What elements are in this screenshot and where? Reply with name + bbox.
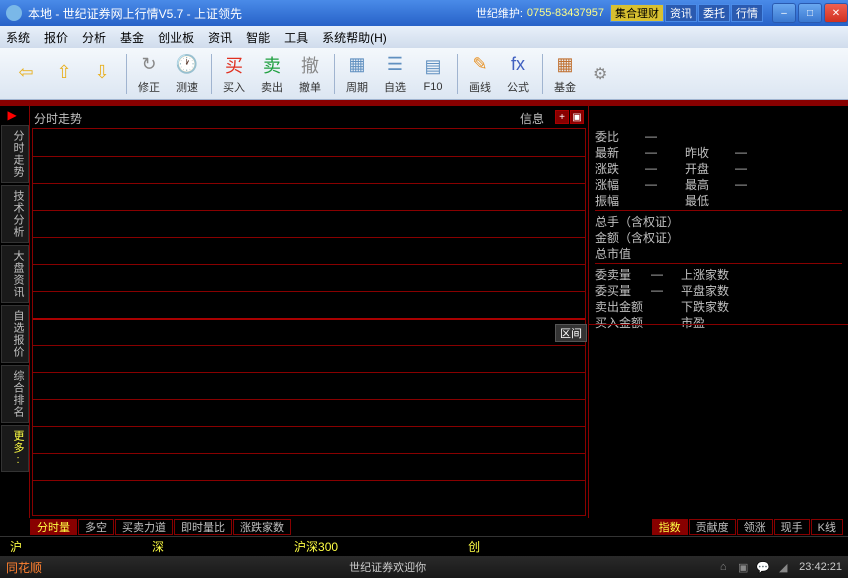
tab-weituo[interactable]: 委托 (698, 4, 730, 22)
bottom-tabs: 分时量 多空 买卖力道 即时量比 涨跌家数 指数 贡献度 领涨 现手 K线 (0, 518, 848, 536)
gear-icon[interactable]: ⚙ (593, 64, 613, 84)
menu-quote[interactable]: 报价 (44, 29, 68, 46)
toolbar-自选[interactable]: ☰自选 (377, 51, 413, 97)
market-shen[interactable]: 深 (152, 538, 164, 555)
sidetab-rank[interactable]: 综合排名 (1, 365, 29, 423)
rtab-kline[interactable]: K线 (811, 519, 843, 535)
stat-row: 委卖量—上涨家数 (595, 266, 842, 282)
toolbar-撤单[interactable]: 撤撤单 (292, 51, 328, 97)
support-label: 世纪维护: (476, 5, 523, 21)
close-button[interactable]: ✕ (824, 3, 848, 23)
tab-zixun[interactable]: 资讯 (665, 4, 697, 22)
toolbar-画线[interactable]: ✎画线 (462, 51, 498, 97)
stat-row: 最新—昨收— (595, 144, 842, 160)
chart-area: 分时走势 信息 + ▣ (30, 106, 588, 518)
status-chat-icon[interactable]: 💬 (755, 559, 771, 575)
menubar: 系统 报价 分析 基金 创业板 资讯 智能 工具 系统帮助(H) (0, 26, 848, 48)
clock: 23:42:21 (799, 561, 842, 573)
menu-smart[interactable]: 智能 (246, 29, 270, 46)
stat-row: 总手（含权证） (595, 213, 842, 229)
menu-tools[interactable]: 工具 (284, 29, 308, 46)
menu-fund[interactable]: 基金 (120, 29, 144, 46)
btab-fenshiliang[interactable]: 分时量 (30, 519, 77, 535)
menu-gem[interactable]: 创业板 (158, 29, 194, 46)
status-welcome: 世纪证券欢迎你 (62, 559, 713, 575)
statusbar: 同花顺 世纪证券欢迎你 ⌂ ▣ 💬 ◢ 23:42:21 (0, 556, 848, 578)
right-panel-lower (589, 324, 848, 518)
markets-bar: 沪 深 沪深300 创 (0, 536, 848, 556)
rtab-index[interactable]: 指数 (652, 519, 688, 535)
titlebar: 本地 - 世纪证券网上行情V5.7 - 上证领先 世纪维护: 0755-8343… (0, 0, 848, 26)
stat-row: 委比— (595, 128, 842, 144)
toolbar-公式[interactable]: fx公式 (500, 51, 536, 97)
info-label: 信息 (520, 110, 544, 127)
sidetab-more[interactable]: 更多: (1, 425, 29, 472)
sidebar: ▶ 分时走势 技术分析 大盘资讯 自选报价 综合排名 更多: (0, 106, 30, 518)
btab-duokong[interactable]: 多空 (78, 519, 114, 535)
qujian-label[interactable]: 区间 (555, 324, 587, 342)
stat-row: 涨跌—开盘— (595, 160, 842, 176)
toolbar-周期[interactable]: ▦周期 (339, 51, 375, 97)
rtab-hand[interactable]: 现手 (774, 519, 810, 535)
toolbar-买入[interactable]: 买买入 (216, 51, 252, 97)
support-phone: 0755-83437957 (527, 7, 604, 19)
stat-row: 卖出金额下跌家数 (595, 298, 842, 314)
menu-news[interactable]: 资讯 (208, 29, 232, 46)
app-logo (6, 5, 22, 21)
stat-row: 振幅最低 (595, 192, 842, 208)
rtab-contrib[interactable]: 贡献度 (689, 519, 736, 535)
market-chuang[interactable]: 创 (468, 538, 480, 555)
toolbar-测速[interactable]: 🕐测速 (169, 51, 205, 97)
btab-maimai[interactable]: 买卖力道 (115, 519, 173, 535)
toolbar-⇩[interactable]: ⇩ (84, 51, 120, 97)
rtab-lead[interactable]: 领涨 (737, 519, 773, 535)
status-screen-icon[interactable]: ▣ (735, 559, 751, 575)
stat-row: 涨幅—最高— (595, 176, 842, 192)
toolbar-F10[interactable]: ▤F10 (415, 51, 451, 97)
maximize-button[interactable]: □ (798, 3, 822, 23)
info-expand-icon[interactable]: ▣ (570, 110, 584, 124)
toolbar-基金[interactable]: ▦基金 (547, 51, 583, 97)
tab-jihe[interactable]: 集合理财 (610, 4, 664, 22)
btab-zhangdie[interactable]: 涨跌家数 (233, 519, 291, 535)
toolbar: ⇦⇧⇩ ↻修正🕐测速买买入卖卖出撤撤单 ▦周期☰自选▤F10 ✎画线fx公式 ▦基金 ⚙ (0, 48, 848, 100)
chart-grid[interactable] (32, 128, 586, 516)
window-title: 本地 - 世纪证券网上行情V5.7 - 上证领先 (28, 5, 476, 22)
stat-row: 金额（含权证） (595, 229, 842, 245)
btab-liangbi[interactable]: 即时量比 (174, 519, 232, 535)
sidetab-fenshi[interactable]: 分时走势 (1, 125, 29, 183)
minimize-button[interactable]: – (772, 3, 796, 23)
stat-row: 委买量—平盘家数 (595, 282, 842, 298)
status-signal-icon[interactable]: ◢ (775, 559, 791, 575)
market-hu[interactable]: 沪 (10, 538, 22, 555)
toolbar-卖出[interactable]: 卖卖出 (254, 51, 290, 97)
sidebar-arrow-icon[interactable]: ▶ (8, 108, 22, 122)
status-home-icon[interactable]: ⌂ (715, 559, 731, 575)
toolbar-⇧[interactable]: ⇧ (46, 51, 82, 97)
right-panel: 区间 委比—最新—昨收—涨跌—开盘—涨幅—最高—振幅最低总手（含权证）金额（含权… (588, 106, 848, 518)
market-hs300[interactable]: 沪深300 (294, 538, 338, 555)
sidetab-market[interactable]: 大盘资讯 (1, 245, 29, 303)
status-logo: 同花顺 (6, 559, 42, 576)
menu-system[interactable]: 系统 (6, 29, 30, 46)
sidetab-tech[interactable]: 技术分析 (1, 185, 29, 243)
menu-analyze[interactable]: 分析 (82, 29, 106, 46)
toolbar-⇦[interactable]: ⇦ (8, 51, 44, 97)
chart-title: 分时走势 (34, 110, 82, 127)
info-plus-icon[interactable]: + (555, 110, 569, 124)
toolbar-修正[interactable]: ↻修正 (131, 51, 167, 97)
sidetab-optional[interactable]: 自选报价 (1, 305, 29, 363)
stat-row: 总市值 (595, 245, 842, 261)
tab-hangqing[interactable]: 行情 (731, 4, 763, 22)
menu-help[interactable]: 系统帮助(H) (322, 29, 387, 46)
